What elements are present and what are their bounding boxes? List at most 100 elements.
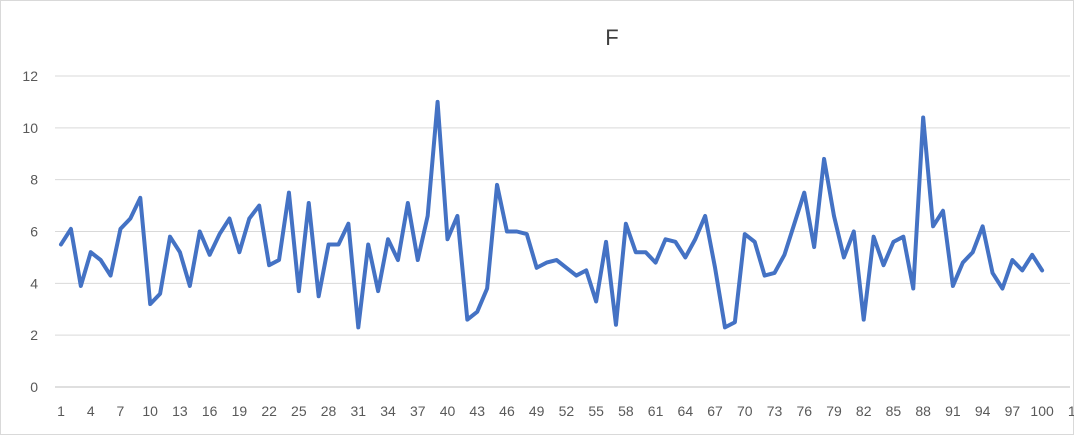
x-tick-label: 10 (142, 403, 158, 419)
x-tick-label: 37 (410, 403, 426, 419)
data-point (1040, 268, 1044, 272)
data-point (654, 261, 658, 265)
data-point (485, 287, 489, 291)
x-tick-label: 64 (678, 403, 694, 419)
data-point (356, 325, 360, 329)
x-axis-tick-labels: 1 4 7 10 13 16 19 22 25 28 31 34 37 40 43 46 49 52 55 58 61 6… (57, 403, 1074, 419)
y-tick-label: 2 (30, 327, 38, 343)
data-point (594, 299, 598, 303)
x-tick-label: 31 (351, 403, 367, 419)
data-point (981, 224, 985, 228)
chart-title: F (605, 25, 618, 50)
data-point (445, 237, 449, 241)
y-axis-tick-labels: 0 2 4 6 8 10 12 (22, 68, 38, 395)
data-point (832, 214, 836, 218)
data-point (901, 235, 905, 239)
x-tick-label: 91 (945, 403, 961, 419)
data-point (1000, 287, 1004, 291)
data-point (495, 183, 499, 187)
gridlines (55, 75, 1070, 336)
x-tick-label: 25 (291, 403, 307, 419)
data-point (683, 255, 687, 259)
data-point (842, 255, 846, 259)
x-tick-label: 82 (856, 403, 872, 419)
data-point (99, 258, 103, 262)
data-point (782, 253, 786, 257)
data-point (465, 318, 469, 322)
data-point (1030, 253, 1034, 257)
data-point (327, 242, 331, 246)
data-point (545, 261, 549, 265)
data-point (951, 284, 955, 288)
data-point (475, 310, 479, 314)
x-tick-label: 22 (261, 403, 277, 419)
data-point (505, 230, 509, 233)
data-point (753, 240, 757, 244)
data-point (921, 115, 925, 119)
data-point (673, 240, 677, 244)
data-point (317, 294, 321, 298)
x-tick-label: 7 (117, 403, 125, 419)
data-point (208, 253, 212, 257)
data-point (416, 258, 420, 262)
x-tick-label: 4 (87, 403, 95, 419)
data-point (188, 284, 192, 288)
data-point (555, 258, 558, 262)
data-point (1020, 268, 1024, 272)
x-tick-label: 40 (440, 403, 456, 419)
data-point (773, 271, 777, 275)
data-point (426, 214, 430, 218)
x-tick-label: 1 (1068, 403, 1074, 419)
data-point (138, 196, 142, 200)
x-tick-label: 94 (975, 403, 991, 419)
data-point (604, 240, 608, 244)
x-tick-label: 34 (380, 403, 396, 419)
x-tick-label: 61 (648, 403, 664, 419)
x-tick-label: 100 (1030, 403, 1054, 419)
series-group (59, 99, 1045, 330)
data-point (961, 261, 965, 265)
data-point (267, 263, 271, 267)
data-point (822, 157, 826, 161)
data-point (346, 222, 350, 226)
data-point (891, 240, 895, 244)
data-point (247, 217, 251, 221)
data-point (812, 245, 816, 249)
data-point (436, 100, 440, 104)
x-tick-label: 55 (588, 403, 604, 419)
y-tick-label: 0 (30, 379, 38, 395)
data-point (535, 266, 539, 270)
data-point (59, 242, 63, 246)
data-point (128, 217, 132, 221)
data-point (634, 250, 638, 254)
data-point (455, 214, 459, 218)
data-point (118, 227, 122, 231)
y-tick-label: 10 (22, 120, 38, 136)
y-tick-label: 8 (30, 172, 38, 188)
data-point (237, 250, 241, 254)
x-tick-label: 58 (618, 403, 634, 419)
data-point (148, 302, 152, 306)
x-tick-label: 76 (796, 403, 812, 419)
data-point (862, 318, 866, 322)
data-point (79, 284, 83, 288)
x-tick-label: 1 (57, 403, 65, 419)
data-point (218, 232, 222, 236)
x-tick-label: 49 (529, 403, 545, 419)
data-point (614, 323, 618, 327)
data-point (336, 242, 340, 246)
data-point (257, 204, 261, 208)
data-point (931, 224, 935, 228)
x-tick-label: 43 (469, 403, 485, 419)
y-tick-label: 12 (22, 68, 38, 84)
data-point (713, 266, 717, 270)
data-point (644, 250, 648, 254)
x-tick-label: 97 (1005, 403, 1021, 419)
x-tick-label: 67 (707, 403, 723, 419)
x-tick-label: 13 (172, 403, 188, 419)
data-point (168, 235, 172, 239)
data-point (198, 230, 202, 233)
data-point (991, 271, 995, 275)
data-point (277, 258, 281, 262)
